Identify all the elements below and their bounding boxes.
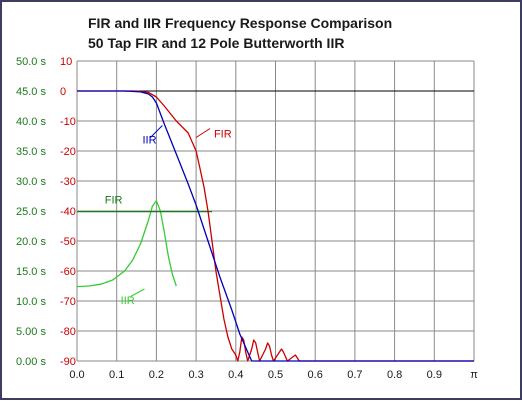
chart-title-line2: 50 Tap FIR and 12 Pole Butterworth IIR [88, 35, 345, 51]
right-axis-tick-label: -10 [60, 116, 76, 128]
right-axis-tick-label: -30 [60, 176, 76, 188]
left-axis-tick-label: 50.0 s [16, 56, 46, 68]
x-tick-label: 0.7 [347, 369, 362, 381]
x-tick-label: 0.4 [228, 369, 243, 381]
iir-group-leader-line [130, 288, 145, 297]
iir-leader-line [150, 125, 163, 138]
left-axis-tick-label: 40.0 s [16, 116, 46, 128]
series-annotation: IIR [121, 295, 135, 307]
left-axis-tick-label: 45.0 s [16, 86, 46, 98]
x-tick-label: 0.5 [268, 369, 283, 381]
x-tick-label: 0.9 [427, 369, 442, 381]
left-axis-tick-label: 5.00 s [16, 326, 46, 338]
right-axis-tick-label: -40 [60, 206, 76, 218]
left-axis-tick-label: 15.0 s [16, 266, 46, 278]
fir-leader-line [195, 128, 211, 138]
left-axis-tick-label: 25.0 s [16, 206, 46, 218]
right-axis-tick-label: 0 [60, 86, 66, 98]
x-tick-label: 0.1 [109, 369, 124, 381]
x-tick-label: 0.2 [149, 369, 164, 381]
left-axis-tick-label: 0.00 s [16, 356, 46, 368]
x-tick-label: 0.8 [387, 369, 402, 381]
series-annotation: IIR [143, 135, 157, 147]
left-axis-tick-label: 35.0 s [16, 146, 46, 158]
series-line [77, 90, 474, 362]
chart-title-line1: FIR and IIR Frequency Response Compariso… [88, 15, 393, 31]
right-axis-tick-label: 10 [60, 56, 72, 68]
chart-series [76, 90, 474, 362]
series-line [76, 200, 177, 288]
x-tick-label: 0.3 [188, 369, 203, 381]
x-tick-label: π [470, 369, 478, 381]
left-axis-tick-label: 20.0 s [16, 236, 46, 248]
right-axis-tick-label: -70 [60, 296, 76, 308]
right-axis-tick-label: -60 [60, 266, 76, 278]
right-axis-tick-label: -20 [60, 146, 76, 158]
x-tick-label: 0.6 [308, 369, 323, 381]
right-axis-tick-label: -80 [60, 326, 76, 338]
series-line [77, 90, 474, 362]
left-axis-tick-label: 10.0 s [16, 296, 46, 308]
chart-ticks: 0.0 0.1 0.2 0.3 0.4 0.5 0.6 0.7 0.8 0.9 π 0.00 s -90… [16, 56, 478, 381]
left-axis-tick-label: 30.0 s [16, 176, 46, 188]
chart-annotations: FIR IIR FIR IIR [105, 125, 232, 307]
right-axis-tick-label: -50 [60, 236, 76, 248]
x-tick-label: 0.0 [69, 369, 84, 381]
series-annotation: FIR [214, 129, 232, 141]
series-annotation: FIR [105, 195, 123, 207]
right-axis-tick-label: -90 [60, 356, 76, 368]
